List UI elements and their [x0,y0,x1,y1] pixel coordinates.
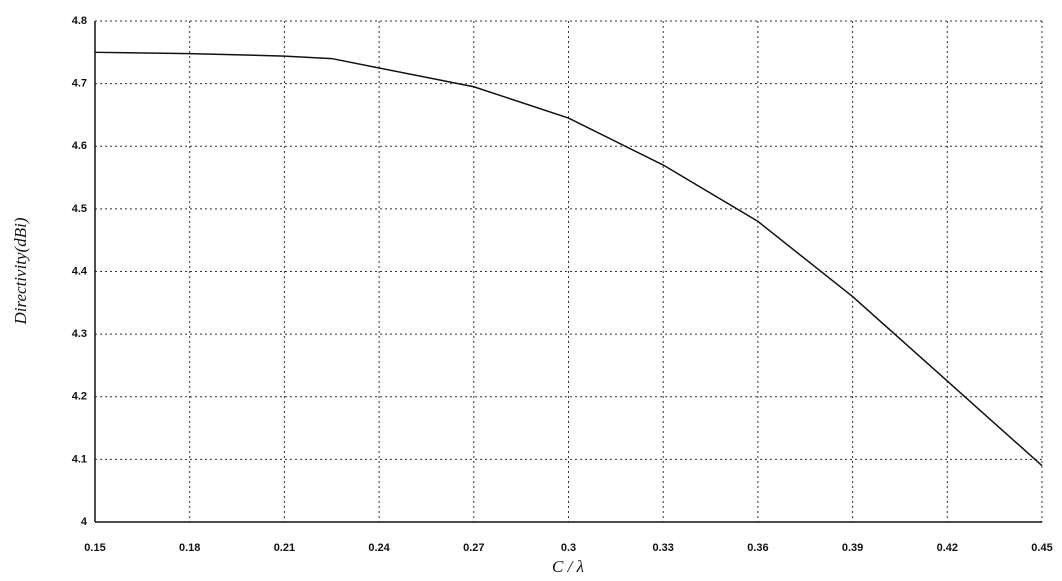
x-tick-label: 0.27 [463,542,484,554]
x-tick-label: 0.18 [179,542,200,554]
x-tick-label: 0.24 [368,542,390,554]
x-tick-label: 0.39 [842,542,863,554]
y-tick-label: 4.5 [72,203,87,215]
y-tick-label: 4.3 [72,328,87,340]
x-axis-title: C / λ [552,557,584,576]
y-tick-label: 4.8 [72,15,87,27]
x-tick-label: 0.42 [937,542,958,554]
y-tick-label: 4.7 [72,78,87,90]
x-tick-label: 0.21 [274,542,295,554]
y-tick-label: 4 [81,516,88,528]
x-tick-label: 0.3 [561,542,576,554]
y-tick-label: 4.6 [72,140,87,152]
data-line [94,51,1043,467]
x-tick-label: 0.36 [747,542,768,554]
y-axis-title: Directivity(dBi) [11,217,30,325]
y-tick-label: 4.4 [72,265,88,277]
x-tick-label: 0.45 [1031,542,1052,554]
y-tick-label: 4.2 [72,391,87,403]
x-tick-label: 0.33 [652,542,673,554]
x-tick-label: 0.15 [84,542,105,554]
y-tick-label: 4.1 [72,453,87,465]
